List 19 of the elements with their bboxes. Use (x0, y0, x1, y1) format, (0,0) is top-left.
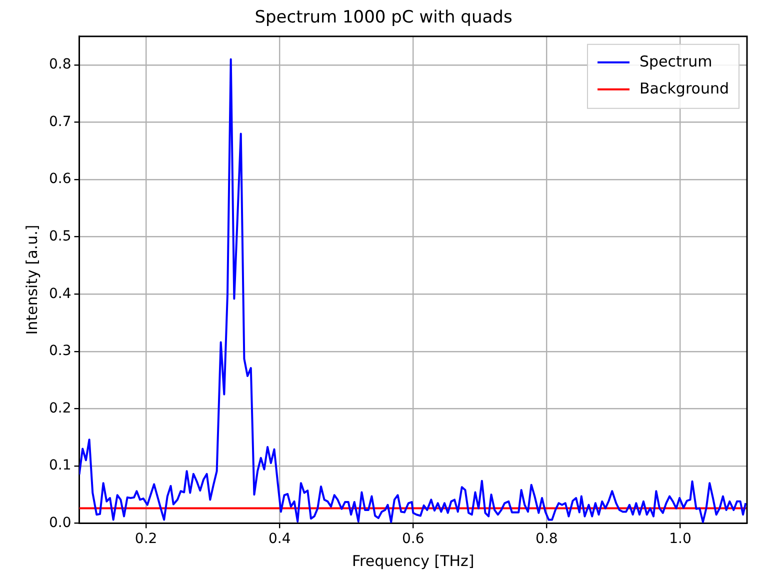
legend-label: Spectrum (640, 52, 712, 70)
x-axis-title: Frequency [THz] (352, 552, 474, 570)
y-tick-label: 0.8 (49, 56, 72, 73)
y-tick-label: 0.4 (49, 286, 72, 302)
chart-title: Spectrum 1000 pC with quads (254, 8, 512, 28)
y-tick-label: 0.0 (49, 514, 72, 531)
y-tick-label: 0.3 (49, 343, 72, 360)
y-axis-title: Intensity [a.u.] (22, 224, 41, 335)
x-tick-label: 0.2 (134, 531, 158, 548)
legend-label: Background (640, 79, 730, 98)
y-tick-label: 0.6 (49, 171, 72, 188)
y-tick-label: 0.2 (49, 400, 72, 416)
x-tick-label: 0.6 (402, 531, 424, 548)
x-tick-label: 0.4 (268, 531, 291, 548)
y-tick-label: 0.1 (49, 458, 72, 474)
y-tick-label: 0.5 (49, 228, 72, 244)
x-tick-label: 1.0 (669, 531, 692, 548)
y-tick-label: 0.7 (49, 114, 72, 130)
x-tick-label: 0.8 (536, 531, 558, 548)
